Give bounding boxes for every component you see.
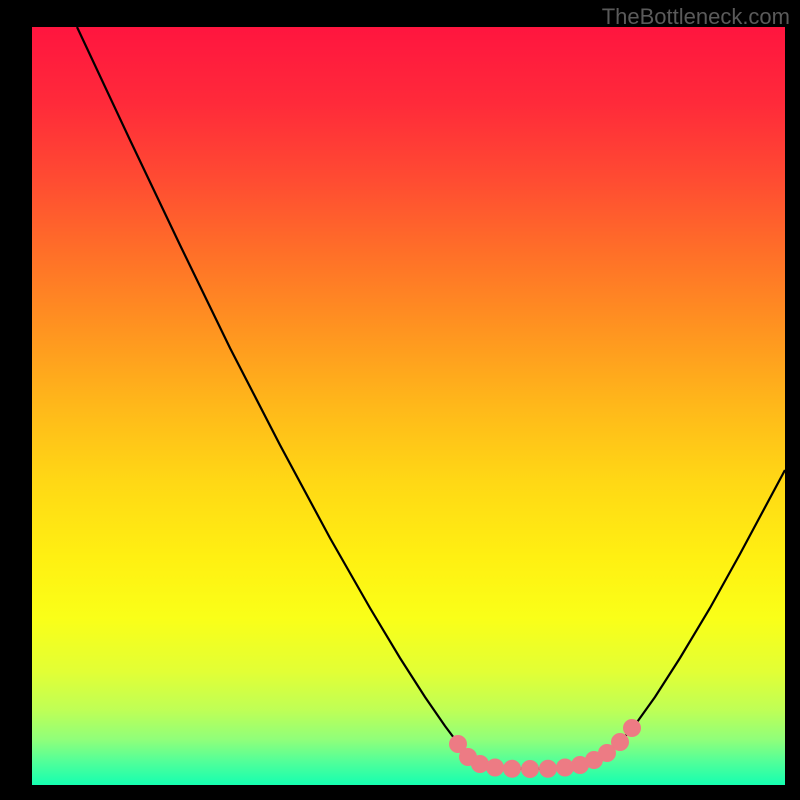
marker-point (487, 759, 504, 776)
marker-point (504, 760, 521, 777)
marker-point (612, 734, 629, 751)
chart-svg (0, 0, 800, 800)
marker-point (522, 761, 539, 778)
marker-point (624, 720, 641, 737)
marker-point (472, 756, 489, 773)
chart-container: TheBottleneck.com (0, 0, 800, 800)
marker-point (557, 759, 574, 776)
marker-point (540, 760, 557, 777)
watermark-text: TheBottleneck.com (602, 4, 790, 30)
